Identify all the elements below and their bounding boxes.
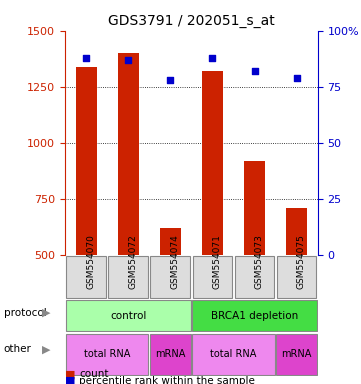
Point	[83, 55, 89, 61]
Bar	[244, 161, 265, 367]
Bar	[286, 208, 307, 367]
Text: count: count	[79, 369, 109, 379]
FancyBboxPatch shape	[235, 256, 274, 298]
FancyBboxPatch shape	[277, 256, 316, 298]
FancyBboxPatch shape	[276, 334, 317, 374]
Text: GSM554073: GSM554073	[255, 234, 264, 289]
Text: mRNA: mRNA	[282, 349, 312, 359]
FancyBboxPatch shape	[192, 300, 317, 331]
Text: GSM554074: GSM554074	[170, 234, 179, 289]
Text: total RNA: total RNA	[210, 349, 257, 359]
FancyBboxPatch shape	[193, 256, 232, 298]
Text: GSM554070: GSM554070	[86, 234, 95, 289]
FancyBboxPatch shape	[66, 334, 148, 374]
Point	[209, 55, 215, 61]
FancyBboxPatch shape	[150, 334, 191, 374]
Text: GSM554072: GSM554072	[128, 234, 137, 289]
FancyBboxPatch shape	[66, 256, 106, 298]
Text: control: control	[110, 311, 146, 321]
Text: ■: ■	[65, 369, 75, 379]
Text: other: other	[4, 344, 31, 354]
Text: mRNA: mRNA	[155, 349, 186, 359]
Bar	[202, 71, 223, 367]
FancyBboxPatch shape	[108, 256, 148, 298]
Bar	[160, 228, 181, 367]
Point	[294, 74, 300, 81]
Point	[252, 68, 257, 74]
Text: GSM554075: GSM554075	[297, 234, 306, 289]
Text: protocol: protocol	[4, 308, 46, 318]
Text: BRCA1 depletion: BRCA1 depletion	[211, 311, 298, 321]
FancyBboxPatch shape	[151, 256, 190, 298]
FancyBboxPatch shape	[66, 300, 191, 331]
Point	[168, 77, 173, 83]
Bar	[75, 66, 96, 367]
Text: total RNA: total RNA	[84, 349, 130, 359]
Text: GSM554071: GSM554071	[212, 234, 221, 289]
Text: ■: ■	[65, 376, 75, 384]
Point	[125, 57, 131, 63]
Text: ▶: ▶	[42, 308, 50, 318]
Bar	[118, 53, 139, 367]
Title: GDS3791 / 202051_s_at: GDS3791 / 202051_s_at	[108, 14, 275, 28]
Text: percentile rank within the sample: percentile rank within the sample	[79, 376, 255, 384]
Text: ▶: ▶	[42, 344, 50, 354]
FancyBboxPatch shape	[192, 334, 275, 374]
